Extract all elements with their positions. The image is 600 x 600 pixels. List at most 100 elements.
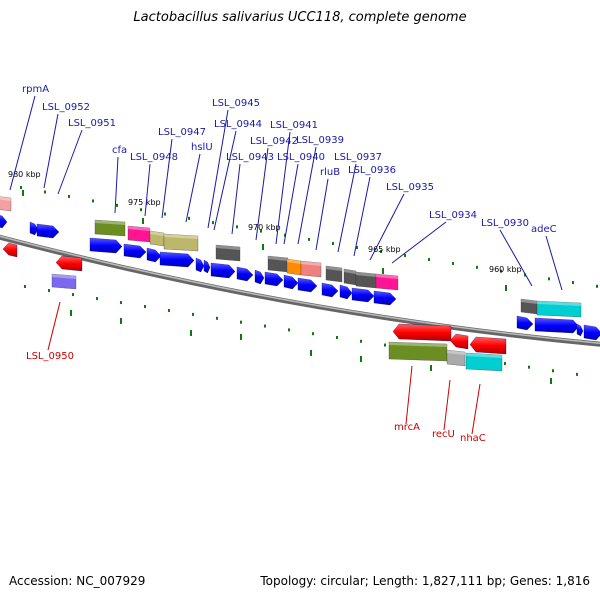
- scale-tick-inner: [120, 318, 122, 324]
- genome-summary-text: Topology: circular; Length: 1,827,111 bp…: [260, 574, 590, 588]
- label-leader-line: [283, 163, 299, 245]
- grid-dot: [548, 277, 550, 281]
- grid-dot: [24, 284, 26, 288]
- gene-label-cfa[interactable]: cfa: [112, 145, 127, 156]
- grid-dots-outer: [20, 185, 598, 288]
- grid-dot: [500, 269, 502, 273]
- gene-label-LSL_0934[interactable]: LSL_0934: [429, 210, 477, 221]
- reverse-cog-box: [446, 349, 466, 367]
- forward-cds-arrow: [203, 259, 211, 274]
- forward-cds-arrow: [29, 221, 39, 236]
- grid-dot: [528, 365, 530, 369]
- gene-label-LSL_0948[interactable]: LSL_0948: [130, 152, 178, 163]
- forward-cds-arrow: [516, 315, 534, 331]
- forward-cog-box: [215, 244, 241, 262]
- forward-cds-arrow: [534, 317, 580, 334]
- grid-dot: [312, 332, 314, 336]
- forward-cog-track[interactable]: [0, 196, 582, 318]
- gene-label-LSL_0936[interactable]: LSL_0936: [348, 165, 396, 176]
- label-leader-line: [443, 379, 451, 431]
- gene-label-LSL_0945[interactable]: LSL_0945: [212, 98, 260, 109]
- grid-dot: [504, 362, 506, 366]
- reverse-cog-box-shine: [389, 342, 447, 347]
- grid-dot: [188, 216, 190, 220]
- grid-dot: [20, 185, 22, 189]
- label-leader-line: [275, 131, 291, 245]
- gene-label-rpmA[interactable]: rpmA: [22, 84, 49, 95]
- grid-dot: [68, 194, 70, 198]
- gene-label-nhaC[interactable]: nhaC: [460, 433, 486, 444]
- forward-cog-box-shine: [521, 299, 537, 304]
- forward-cds-arrow: [254, 269, 265, 285]
- label-leader-line: [47, 301, 61, 351]
- grid-dot: [428, 258, 430, 262]
- grid-dot: [236, 225, 238, 229]
- forward-cog-box: [536, 300, 582, 318]
- scale-tick-inner: [240, 334, 242, 340]
- gene-label-LSL_0950[interactable]: LSL_0950: [26, 351, 74, 362]
- forward-cds-arrow: [297, 277, 318, 293]
- grid-dot: [212, 221, 214, 225]
- forward-cog-box-shine: [356, 272, 376, 277]
- label-leader-line: [337, 163, 357, 253]
- gene-label-LSL_0944[interactable]: LSL_0944: [214, 119, 262, 130]
- grid-dot: [596, 284, 598, 288]
- gene-label-recU[interactable]: recU: [432, 429, 455, 440]
- reverse-cds-arrow: [449, 333, 469, 350]
- label-leaders: [9, 95, 563, 435]
- grid-dot: [92, 199, 94, 203]
- gene-label-LSL_0940[interactable]: LSL_0940: [277, 152, 325, 163]
- grid-dot: [380, 250, 382, 254]
- grid-dot: [120, 301, 122, 305]
- label-leader-line: [161, 138, 173, 219]
- gene-label-LSL_0935[interactable]: LSL_0935: [386, 182, 434, 193]
- gene-label-LSL_0942[interactable]: LSL_0942: [250, 136, 298, 147]
- scale-tick-inner: [70, 310, 72, 316]
- forward-cog-box: [375, 273, 399, 291]
- label-leader-line: [144, 163, 151, 217]
- gene-label-rluB[interactable]: rluB: [320, 167, 340, 178]
- grid-dot: [168, 308, 170, 312]
- grid-dot: [572, 281, 574, 285]
- forward-cds-arrow: [339, 284, 353, 300]
- scale-tick-inner: [430, 365, 432, 371]
- grid-dot: [144, 305, 146, 309]
- gene-label-adeC[interactable]: adeC: [531, 224, 557, 235]
- gene-label-LSL_0939[interactable]: LSL_0939: [296, 135, 344, 146]
- reverse-cds-track[interactable]: [2, 242, 507, 355]
- grid-dot: [216, 316, 218, 320]
- gene-label-mrcA[interactable]: mrcA: [394, 422, 420, 433]
- gene-label-LSL_0952[interactable]: LSL_0952: [42, 102, 90, 113]
- forward-cds-arrow: [36, 223, 60, 239]
- label-leader-line: [315, 178, 329, 251]
- grid-dot: [336, 336, 338, 340]
- label-leader-line: [9, 95, 36, 191]
- reverse-cog-track[interactable]: [51, 273, 503, 372]
- forward-cog-box-shine: [376, 274, 398, 279]
- forward-cog-box-shine: [344, 269, 356, 274]
- grid-dot: [356, 246, 358, 250]
- reverse-cog-box-shine: [447, 350, 465, 355]
- grid-dot: [308, 237, 310, 241]
- gene-label-LSL_0951[interactable]: LSL_0951: [68, 118, 116, 129]
- gene-label-LSL_0947[interactable]: LSL_0947: [158, 127, 206, 138]
- grid-dot: [48, 289, 50, 293]
- forward-cds-arrow: [89, 237, 123, 254]
- grid-dot: [284, 233, 286, 237]
- grid-dot: [164, 212, 166, 216]
- scale-tick-inner: [550, 378, 552, 384]
- gene-label-LSL_0943[interactable]: LSL_0943: [226, 152, 274, 163]
- forward-cds-arrow: [0, 215, 8, 229]
- forward-cds-track[interactable]: [0, 214, 600, 341]
- reverse-cds-arrow: [469, 336, 507, 355]
- gene-label-LSL_0937[interactable]: LSL_0937: [334, 152, 382, 163]
- forward-cog-box-shine: [128, 226, 150, 231]
- gene-label-hslU[interactable]: hslU: [191, 142, 213, 153]
- gene-label-LSL_0941[interactable]: LSL_0941: [270, 120, 318, 131]
- label-leader-line: [43, 113, 59, 189]
- forward-cds-arrow: [146, 247, 162, 263]
- gene-label-LSL_0930[interactable]: LSL_0930: [481, 218, 529, 229]
- grid-dot: [384, 343, 386, 347]
